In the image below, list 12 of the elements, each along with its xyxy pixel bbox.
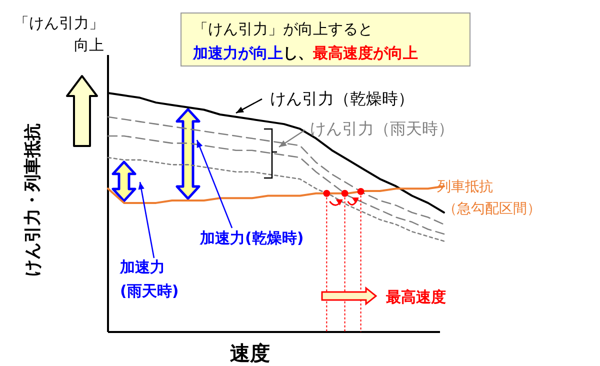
annotation: 加速力(雨天時) — [119, 258, 179, 300]
legend-label: けん引力（乾燥時） — [270, 89, 414, 108]
text: 最高速度が向上 — [312, 44, 418, 62]
text: 「けん引力」向上 — [14, 14, 104, 54]
text: 加速力が向上 — [192, 44, 283, 62]
text: し、 — [283, 44, 313, 62]
y-axis-title: けん引力・列車抵抗 — [23, 124, 43, 276]
x-axis-title: 速度 — [230, 341, 270, 365]
legend-label: けん引力（雨天時） — [310, 119, 454, 138]
annotation: 最高速度 — [385, 288, 446, 306]
annotation: 加速力(乾燥時) — [199, 229, 304, 247]
text: 「けん引力」が向上すると — [193, 20, 373, 38]
